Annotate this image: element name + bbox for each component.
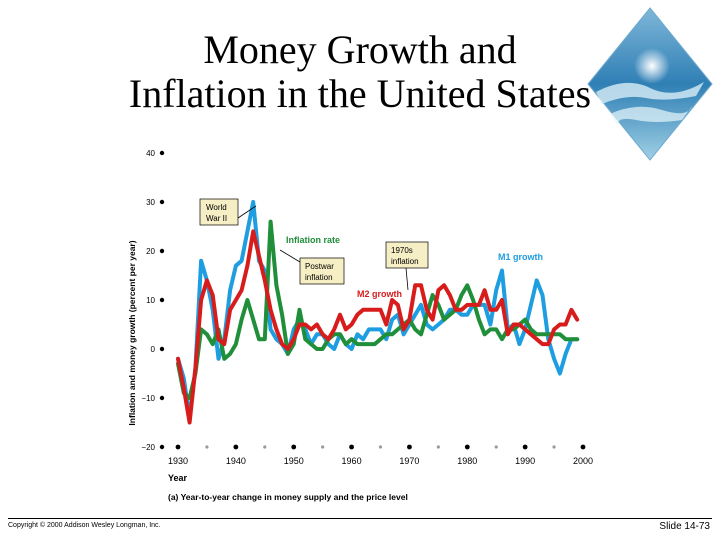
x-minor-tick-dot [436,445,440,449]
series-line-m2 [176,229,580,425]
x-tick-dot [233,444,239,450]
x-tick-label: 1940 [226,456,246,466]
x-minor-tick-dot [263,445,267,449]
annotation-1970s-line2: inflation [391,257,419,266]
y-tick-label: −20 [141,443,155,452]
annotation-postwar-inflation: Postwar inflation [279,249,345,285]
y-tick-dot [159,444,165,450]
x-tick-label: 1990 [515,456,535,466]
x-minor-tick-dot [205,445,209,449]
x-tick-dot [291,444,297,450]
footer-divider [8,518,712,519]
slide-number: Slide 14-73 [659,521,710,532]
annotation-world-war-ii-line2: War II [206,214,227,223]
y-tick-dot [159,395,165,401]
x-tick-label: 1950 [284,456,304,466]
x-minor-tick-dot [321,445,325,449]
title-line-1: Money Growth and [203,27,517,72]
y-tick-dot [159,150,165,156]
annotation-world-war-ii: World War II [199,198,257,226]
x-tick-label: 1980 [457,456,477,466]
x-tick-dot [175,444,181,450]
title-line-2: Inflation in the United States [128,71,592,116]
x-minor-tick-dot [378,445,383,449]
y-tick-dot [159,248,165,254]
y-tick-label: 20 [146,247,155,256]
x-tick-dot [580,444,586,450]
annotation-1970s-inflation: 1970s inflation [385,241,429,291]
y-axis: −20 −10 0 10 20 30 40 [141,149,165,452]
y-tick-label: 40 [146,149,155,158]
annotation-postwar-line1: Postwar [305,262,334,271]
x-tick-dot [349,444,354,450]
y-tick-dot [159,199,165,205]
x-tick-label: 2000 [573,456,593,466]
x-axis: 1930 1940 1950 1960 1970 1980 1990 2000 [168,444,593,466]
series-label-m2: M2 growth [357,289,402,299]
annotation-world-war-ii-line1: World [206,203,227,212]
y-tick-dot [159,297,165,303]
x-minor-tick-dot [552,445,556,449]
x-tick-label: 1960 [342,456,362,466]
annotation-postwar-line2: inflation [305,273,333,282]
series-label-m1: M1 growth [498,252,543,262]
x-tick-dot [522,444,528,450]
annotation-1970s-line1: 1970s [391,246,413,255]
slide-title: Money Growth and Inflation in the United… [60,28,660,116]
y-tick-label: 30 [146,198,155,207]
ocean-wave-image [587,7,713,161]
y-axis-label: Inflation and money growth (percent per … [127,240,137,425]
x-tick-dot [407,444,412,450]
y-tick-label: 0 [151,345,156,354]
y-tick-label: 10 [146,296,155,305]
x-tick-label: 1970 [399,456,419,466]
series-label-inflation: Inflation rate [286,235,340,245]
chart-caption: (a) Year-to-year change in money supply … [168,492,408,502]
copyright-text: Copyright © 2000 Addison Wesley Longman,… [8,522,161,529]
y-tick-label: −10 [141,394,155,403]
x-tick-dot [464,444,470,450]
x-axis-label: Year [168,473,188,483]
x-minor-tick-dot [494,445,498,449]
x-tick-label: 1930 [168,456,188,466]
y-tick-dot [159,346,165,352]
